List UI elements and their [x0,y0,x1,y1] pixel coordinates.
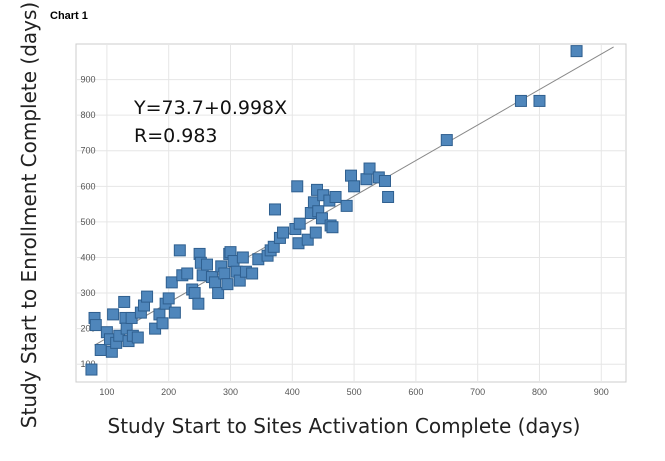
regression-equation: Y=73.7+0.998X [133,97,287,119]
data-point [188,287,201,300]
data-point [315,212,328,225]
data-point [212,287,225,300]
data-point [141,290,154,303]
data-point [268,203,281,216]
x-axis-label: Study Start to Sites Activation Complete… [108,414,581,438]
data-point [118,295,131,308]
data-point [165,276,178,289]
data-point [440,134,453,147]
y-tick-label: 400 [80,252,95,262]
data-point [89,319,102,332]
data-point [192,297,205,310]
x-tick-label: 400 [285,387,300,397]
gridlines [76,44,626,382]
y-tick-label: 500 [80,217,95,227]
data-point [382,190,395,203]
data-point [221,278,234,291]
correlation-coefficient: R=0.983 [134,125,218,147]
x-tick-label: 100 [99,387,114,397]
data-points [85,45,583,376]
data-point [94,343,107,356]
x-tick-label: 700 [470,387,485,397]
data-point [277,226,290,239]
regression-line [94,46,614,346]
data-point [301,233,314,246]
data-point [340,199,353,212]
data-point [246,267,259,280]
chart-heading: Chart 1 [50,10,88,22]
data-point [570,45,583,58]
data-point [236,251,249,264]
y-tick-label: 900 [80,75,95,85]
data-point [156,317,169,330]
data-point [345,169,357,182]
data-point [309,226,322,239]
x-tick-label: 900 [594,387,609,397]
x-tick-label: 300 [223,387,238,397]
y-tick-label: 200 [80,324,95,334]
data-point [131,331,144,344]
data-point [291,180,304,193]
data-point [360,173,373,186]
x-tick-label: 800 [532,387,547,397]
y-axis-label: Study Start to Enrollment Complete (days… [17,2,41,428]
data-point [378,174,391,187]
y-tick-label: 600 [80,181,95,191]
data-point [233,274,246,287]
data-point [329,190,342,203]
data-point [181,267,194,280]
data-point [85,363,98,376]
data-point [218,267,231,280]
data-point [533,94,546,107]
x-tick-label: 500 [347,387,362,397]
x-tick-label: 200 [161,387,176,397]
data-point [162,292,175,305]
y-tick-label: 700 [80,146,95,156]
y-tick-label: 300 [80,288,95,298]
data-point [326,221,339,234]
data-point [267,240,280,253]
data-point [348,180,361,193]
data-point [173,244,186,257]
data-point [293,217,306,230]
data-point [201,258,214,271]
x-tick-label: 600 [408,387,423,397]
data-point [514,94,527,107]
data-point [363,162,376,175]
data-point [107,308,120,321]
data-point [168,306,181,319]
y-tick-label: 800 [80,110,95,120]
x-axis-ticks: 100 200 300 400 500 600 700 800 900 [99,387,608,397]
